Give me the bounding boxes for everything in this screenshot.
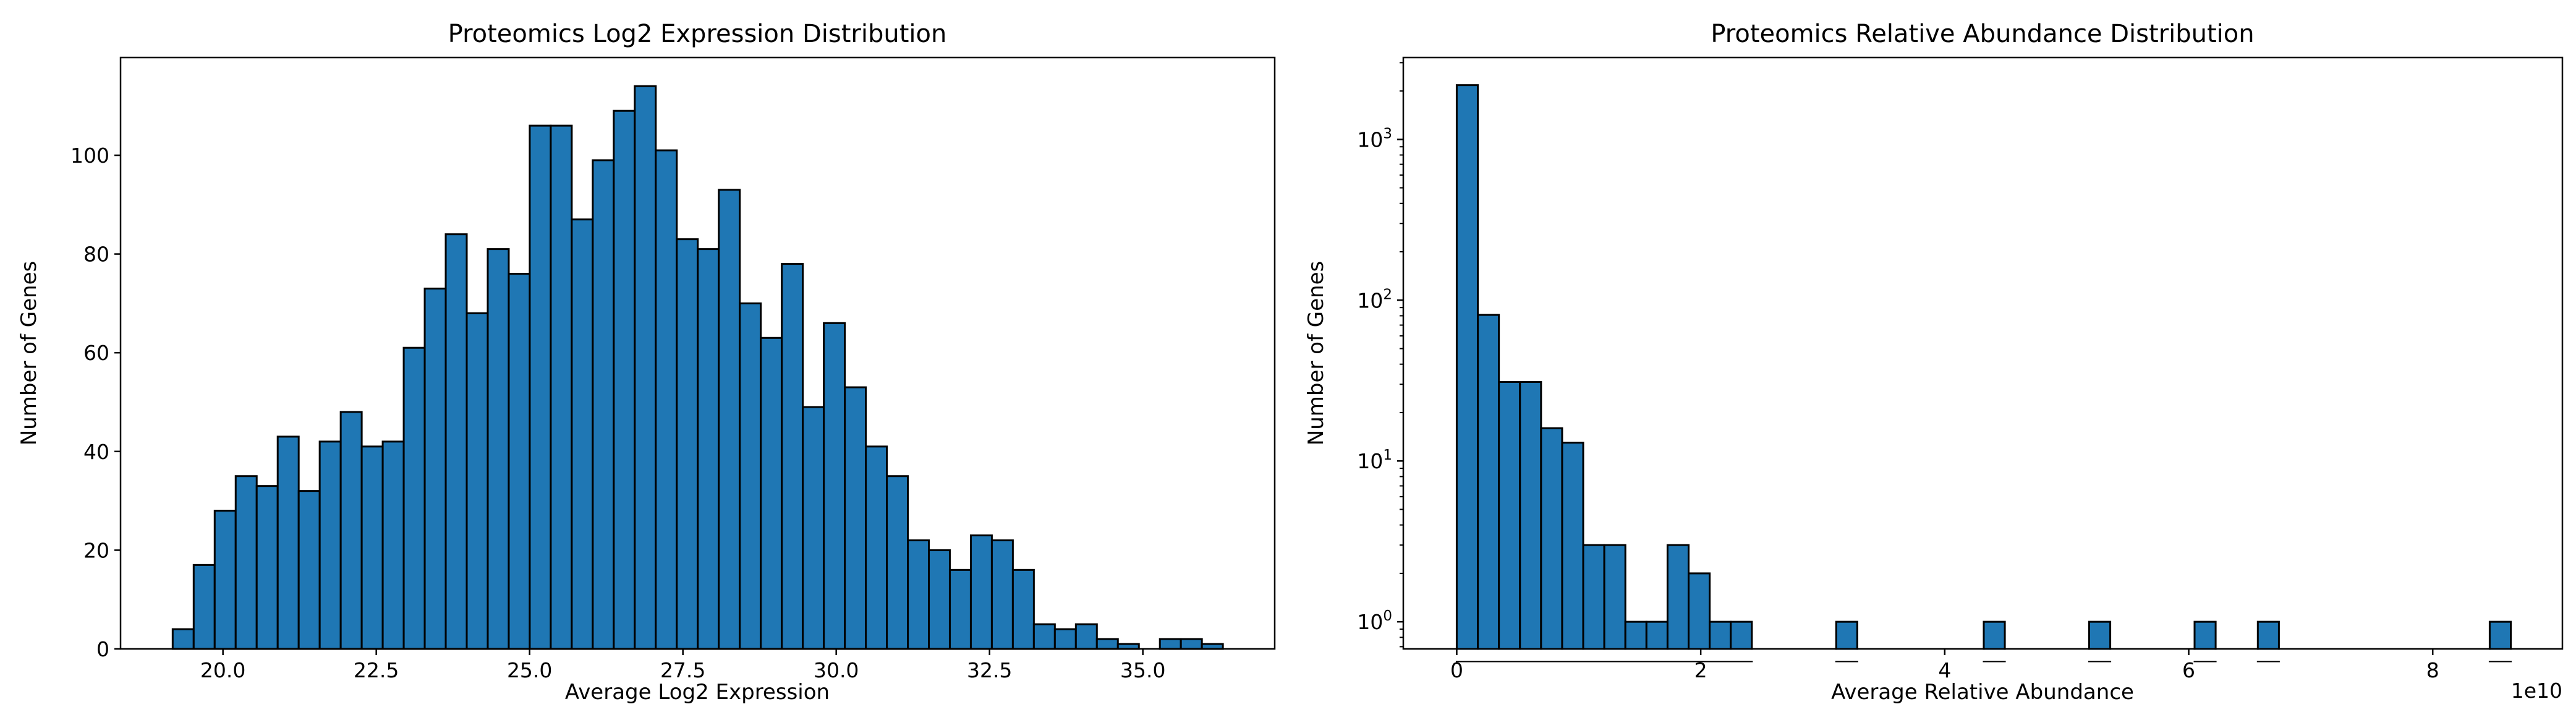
left-x-tick-label: 32.5 — [967, 658, 1012, 682]
left-histogram-bar — [592, 159, 615, 650]
left-histogram-bar — [990, 539, 1014, 650]
left-histogram-bar — [381, 440, 405, 650]
left-x-tick-label: 27.5 — [660, 658, 705, 682]
left-histogram-bar — [886, 475, 909, 650]
left-histogram-bar — [739, 302, 762, 650]
left-histogram-bar — [550, 124, 573, 650]
left-x-tick-label: 20.0 — [200, 658, 245, 682]
right-histogram-bar — [1666, 544, 1690, 663]
right-y-tick-label: 103 — [1357, 126, 1392, 152]
right-y-tick-label: 102 — [1357, 286, 1392, 312]
right-histogram-bar — [1540, 427, 1563, 663]
left-y-tick-label: 40 — [83, 440, 109, 464]
left-histogram-bar — [1074, 623, 1098, 650]
left-histogram-bar — [213, 510, 237, 650]
left-histogram-bar — [444, 233, 468, 650]
left-histogram-bar — [948, 568, 972, 650]
left-histogram-bar — [276, 435, 300, 650]
right-histogram-bar — [1582, 544, 1605, 663]
right-x-tick-label: 8 — [2426, 658, 2439, 682]
right-y-tick-label: 101 — [1357, 447, 1392, 473]
left-histogram-bar — [823, 322, 846, 650]
axis-mask — [1402, 650, 2564, 661]
right-histogram-bar — [1519, 380, 1542, 663]
left-histogram-bar — [676, 238, 699, 650]
left-x-tick-label: 22.5 — [354, 658, 399, 682]
left-histogram-bar — [171, 628, 195, 650]
left-histogram-bar — [969, 534, 993, 650]
left-histogram-bar — [865, 445, 888, 650]
left-histogram-bar — [1053, 628, 1077, 650]
left-x-axis-label: Average Log2 Expression — [565, 680, 830, 705]
left-histogram-bar — [1032, 623, 1056, 650]
left-histogram-bar — [781, 263, 804, 650]
left-histogram-bar — [613, 109, 636, 650]
left-x-tick-label: 35.0 — [1120, 658, 1165, 682]
right-x-offset-label: 1e10 — [2511, 679, 2562, 703]
right-histogram-bar — [1455, 84, 1479, 663]
left-histogram-bar — [192, 564, 216, 650]
left-histogram-bar — [402, 346, 426, 650]
right-histogram-bar — [1688, 572, 1711, 663]
left-histogram-bar — [508, 273, 531, 650]
left-histogram-bar — [529, 124, 552, 650]
right-chart-title: Proteomics Relative Abundance Distributi… — [1711, 20, 2254, 48]
left-histogram-bar — [844, 386, 867, 650]
left-histogram-bar — [255, 485, 279, 650]
left-x-tick-label: 25.0 — [507, 658, 552, 682]
left-y-tick-label: 60 — [83, 341, 109, 365]
right-y-axis-label: Number of Genes — [1304, 261, 1328, 445]
right-histogram-bar — [1561, 442, 1584, 663]
left-histogram-bar — [927, 549, 951, 650]
right-x-tick-label: 6 — [2182, 658, 2195, 682]
left-histogram-bar — [423, 287, 447, 650]
left-histogram-bar — [1180, 638, 1203, 650]
left-x-tick-label: 30.0 — [814, 658, 859, 682]
left-histogram-bar — [571, 218, 594, 650]
left-histogram-bar — [339, 411, 363, 650]
left-histogram-bar — [465, 312, 489, 650]
left-y-tick-label: 80 — [83, 242, 109, 267]
left-histogram-bar — [1158, 638, 1182, 650]
left-histogram-bar — [1011, 568, 1035, 650]
left-histogram-bar — [697, 248, 720, 650]
left-histogram-bar — [297, 490, 321, 650]
right-x-tick-label: 2 — [1694, 658, 1707, 682]
right-x-tick-label: 0 — [1450, 658, 1463, 682]
left-histogram-bar — [360, 445, 384, 650]
left-histogram-bar — [907, 539, 930, 650]
left-histogram-bar — [802, 406, 825, 650]
left-histogram-bar — [655, 149, 678, 650]
left-histogram-bar — [718, 189, 741, 650]
left-histogram-bar — [487, 248, 510, 650]
left-histogram-bar — [1095, 638, 1119, 650]
left-y-tick-label: 20 — [83, 538, 109, 562]
left-histogram-bar — [760, 337, 783, 650]
right-histogram-bar — [1498, 380, 1521, 663]
left-histogram-bar — [634, 85, 657, 650]
right-histogram-bar — [1477, 314, 1500, 663]
left-y-tick-label: 0 — [96, 637, 109, 661]
right-x-tick-label: 4 — [1938, 658, 1951, 682]
left-histogram-bar — [234, 475, 258, 650]
left-y-tick-label: 100 — [70, 144, 109, 168]
right-y-tick-label: 100 — [1357, 608, 1392, 634]
left-histogram-bar — [318, 440, 342, 650]
right-histogram-bar — [1603, 544, 1626, 663]
left-histogram-chart: Proteomics Log2 Expression Distribution … — [17, 20, 1276, 705]
right-histogram-chart: Proteomics Relative Abundance Distributi… — [1304, 20, 2564, 705]
left-chart-title: Proteomics Log2 Expression Distribution — [448, 20, 947, 48]
left-y-axis-label: Number of Genes — [17, 261, 41, 445]
right-x-axis-label: Average Relative Abundance — [1831, 680, 2134, 705]
right-axes-frame — [1402, 56, 2564, 650]
